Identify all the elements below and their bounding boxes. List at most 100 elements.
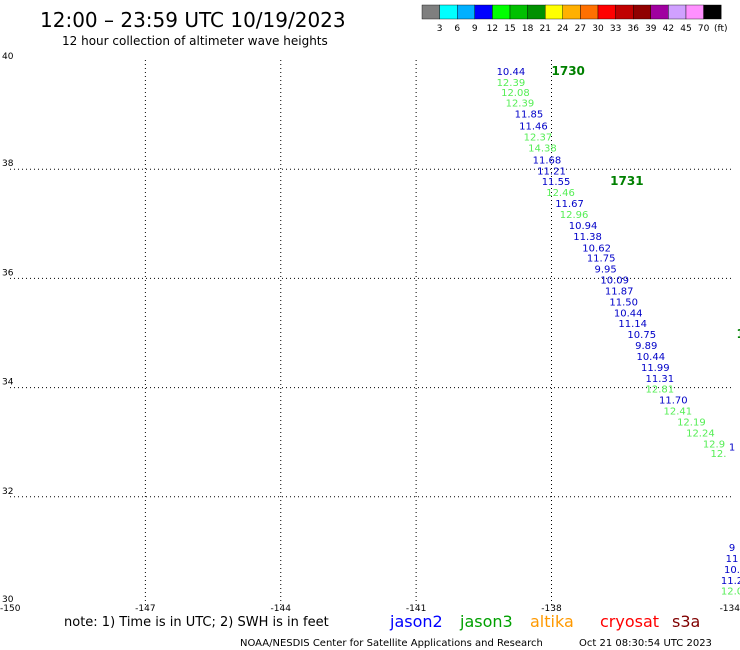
wave-height-label-jason3: 12.08	[501, 88, 530, 99]
colorbar-unit: (ft)	[714, 24, 728, 34]
wave-height-label-jason2: 10.94	[569, 221, 598, 232]
colorbar-swatch	[703, 4, 722, 20]
wave-height-label-jason3: 12.46	[546, 188, 575, 199]
x-axis-ticks: -150 -147 -144 -141 -138 -134	[0, 604, 740, 614]
colorbar-swatch	[668, 4, 687, 20]
wave-height-label-jason2: 11.46	[519, 122, 548, 133]
wave-height-label-jason2: 11.68	[533, 155, 562, 166]
wave-height-label-jason2: 11.31	[645, 374, 674, 385]
colorbar-label: 15	[504, 24, 515, 34]
wave-height-label-jason2: 11.87	[605, 286, 634, 297]
wave-height-label-jason2: 11.67	[555, 199, 584, 210]
wave-height-label-jason2: 10.44	[614, 308, 643, 319]
colorbar-label: 42	[663, 24, 674, 34]
colorbar-swatch	[580, 4, 599, 20]
x-tick-label: -138	[541, 604, 562, 614]
footer-timestamp: Oct 21 08:30:54 UTC 2023	[579, 638, 712, 649]
wave-height-label-jason2: 10.44	[636, 352, 665, 363]
colorbar-label: 33	[610, 24, 621, 34]
wave-height-label-jason2: 9.89	[635, 341, 657, 352]
wave-height-label-jason2: 11.99	[641, 363, 670, 374]
legend-cryosat: cryosat	[600, 612, 659, 631]
wave-height-label-jason3: 12.37	[524, 132, 553, 143]
plot-grid	[10, 60, 732, 606]
pass-label: 1731	[610, 174, 643, 188]
wave-height-label-jason3: 12.	[711, 449, 727, 460]
x-tick-label: -150	[0, 604, 21, 614]
pass-label: 1732	[737, 327, 740, 341]
colorbar-swatch	[509, 4, 528, 20]
wave-height-label-jason2: 10.62	[582, 243, 611, 254]
y-tick-label: 40	[2, 52, 14, 62]
colorbar-swatch	[545, 4, 564, 20]
colorbar-label: 6	[454, 24, 460, 34]
wave-height-label-jason3: 12.39	[497, 78, 526, 89]
wave-height-label-jason2: 11.14	[618, 319, 647, 330]
footer-credit: NOAA/NESDIS Center for Satellite Applica…	[240, 638, 543, 649]
wave-height-label-jason3: 12.96	[560, 210, 589, 221]
wave-height-label-jason2: 11.2	[721, 576, 740, 587]
colorbar-label: 24	[557, 24, 569, 34]
colorbar-swatch	[421, 4, 440, 20]
wave-height-label-jason2: 11.85	[515, 110, 544, 121]
wave-height-label-jason2: 11.38	[573, 232, 602, 243]
wave-height-label-jason3: 12.24	[686, 428, 715, 439]
wave-height-label-jason3: 12.39	[506, 99, 535, 110]
colorbar-swatch	[474, 4, 493, 20]
colorbar-label: 21	[539, 24, 550, 34]
colorbar-label: 30	[592, 24, 604, 34]
wave-height-label-jason2: 10.	[724, 565, 740, 576]
colorbar-swatch	[492, 4, 511, 20]
colorbar-label: 27	[575, 24, 586, 34]
wave-height-label-jason3: 12.41	[664, 407, 693, 418]
pass-label: 1730	[552, 64, 585, 78]
x-tick-label: -134	[720, 604, 740, 614]
colorbar-label: 9	[472, 24, 478, 34]
colorbar-label: 12	[487, 24, 498, 34]
wave-height-label-jason3: 14.38	[528, 143, 557, 154]
wave-height-label-jason3: 12.9	[703, 439, 725, 450]
wave-height-label-jason2: 11	[726, 554, 739, 565]
wave-height-label-jason2: 11.70	[659, 396, 688, 407]
colorbar-swatch	[457, 4, 476, 20]
wave-height-label-jason3: 12.0	[721, 587, 740, 598]
wave-height-label-jason2: 10.09	[600, 275, 629, 286]
wave-height-label-jason2: 11.55	[542, 177, 571, 188]
colorbar-swatch	[439, 4, 458, 20]
wave-height-label-jason2: 11.50	[609, 297, 638, 308]
x-tick-label: -141	[406, 604, 426, 614]
wave-height-label-jason2: 10.44	[497, 67, 526, 78]
y-tick-label: 38	[2, 159, 14, 169]
colorbar-label: 39	[645, 24, 657, 34]
y-tick-label: 36	[2, 268, 14, 278]
legend-altika: altika	[530, 612, 574, 631]
colorbar-swatch	[685, 4, 704, 20]
wave-height-label-jason2: 11.21	[537, 166, 566, 177]
colorbar-label: 36	[627, 24, 639, 34]
colorbar-label: 18	[522, 24, 534, 34]
colorbar-label: 70	[698, 24, 710, 34]
colorbar-swatch	[597, 4, 616, 20]
wave-height-label-jason3: 12.81	[645, 385, 674, 396]
satellite-legend: jason2 jason3 altika cryosat s3a	[389, 612, 700, 631]
legend-jason2: jason2	[389, 612, 443, 631]
colorbar-label: 3	[437, 24, 443, 34]
y-tick-label: 30	[2, 595, 14, 605]
legend-jason3: jason3	[459, 612, 513, 631]
x-tick-label: -144	[271, 604, 292, 614]
wave-height-label-jason2: 10.75	[627, 330, 656, 341]
colorbar-swatch	[633, 4, 652, 20]
colorbar-swatch	[615, 4, 634, 20]
colorbar-swatch	[562, 4, 581, 20]
colorbar-swatch	[650, 4, 669, 20]
wave-height-label-jason2: 9	[729, 543, 735, 554]
wave-height-label-jason2: 11.75	[587, 254, 616, 265]
chart-subtitle: 12 hour collection of altimeter wave hei…	[62, 34, 328, 48]
wave-height-colorbar: 3 6 9 12 15 18 21 24 27 30 33 36 39 42 45 70	[421, 4, 722, 34]
legend-s3a: s3a	[672, 612, 700, 631]
y-axis-ticks: 30 32 34 36 38 40	[2, 52, 14, 605]
x-tick-label: -147	[135, 604, 155, 614]
colorbar-label: 45	[680, 24, 691, 34]
